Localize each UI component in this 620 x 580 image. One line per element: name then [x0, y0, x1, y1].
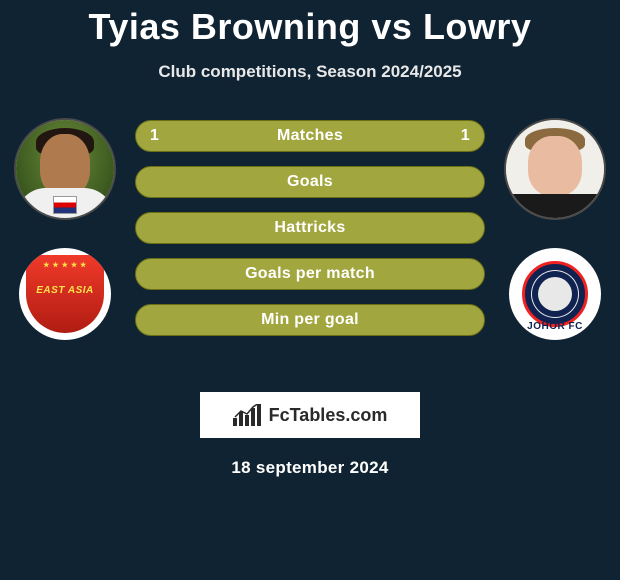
stat-bars: 1 Matches 1 Goals Hattricks Goals per ma…: [135, 118, 485, 336]
jersey-emblem: [53, 196, 77, 214]
stat-value-right: 1: [461, 127, 470, 145]
club-gear-icon: [538, 277, 572, 311]
club-top-text: ★ ★ ★ ★ ★: [43, 261, 87, 269]
avatar-jersey: [506, 194, 604, 218]
stat-value-left: 1: [150, 127, 159, 145]
stat-label: Hattricks: [274, 219, 345, 237]
avatar-face: [528, 136, 582, 196]
club-stars: ㅤ: [61, 272, 68, 283]
stat-bar-goals: Goals: [135, 166, 485, 198]
avatar-face: [40, 134, 90, 196]
player-left-club-badge: ★ ★ ★ ★ ★ ㅤ EAST ASIA: [19, 248, 111, 340]
page-subtitle: Club competitions, Season 2024/2025: [0, 62, 620, 82]
stat-label: Matches: [277, 127, 343, 145]
stat-bar-hattricks: Hattricks: [135, 212, 485, 244]
stat-label: Goals per match: [245, 265, 375, 283]
stat-label: Goals: [287, 173, 333, 191]
right-column: JOHOR FC: [500, 118, 610, 340]
watermark: FcTables.com: [200, 392, 420, 438]
club-shield: ★ ★ ★ ★ ★ ㅤ EAST ASIA: [26, 255, 104, 333]
club-inner-circle: [522, 261, 588, 327]
club-name-text: JOHOR FC: [509, 321, 601, 332]
watermark-bars-icon: [233, 404, 263, 426]
stat-bar-matches: 1 Matches 1: [135, 120, 485, 152]
stat-bar-min-per-goal: Min per goal: [135, 304, 485, 336]
player-right-avatar: [504, 118, 606, 220]
footer-date: 18 september 2024: [0, 458, 620, 478]
left-column: ★ ★ ★ ★ ★ ㅤ EAST ASIA: [10, 118, 120, 340]
page-title: Tyias Browning vs Lowry: [0, 0, 620, 48]
stat-label: Min per goal: [261, 311, 359, 329]
player-left-avatar: [14, 118, 116, 220]
club-name-text: EAST ASIA: [36, 285, 93, 296]
watermark-text: FcTables.com: [269, 405, 388, 426]
comparison-content: ★ ★ ★ ★ ★ ㅤ EAST ASIA JOHOR FC 1 Matches…: [0, 118, 620, 336]
stat-bar-goals-per-match: Goals per match: [135, 258, 485, 290]
player-right-club-badge: JOHOR FC: [509, 248, 601, 340]
